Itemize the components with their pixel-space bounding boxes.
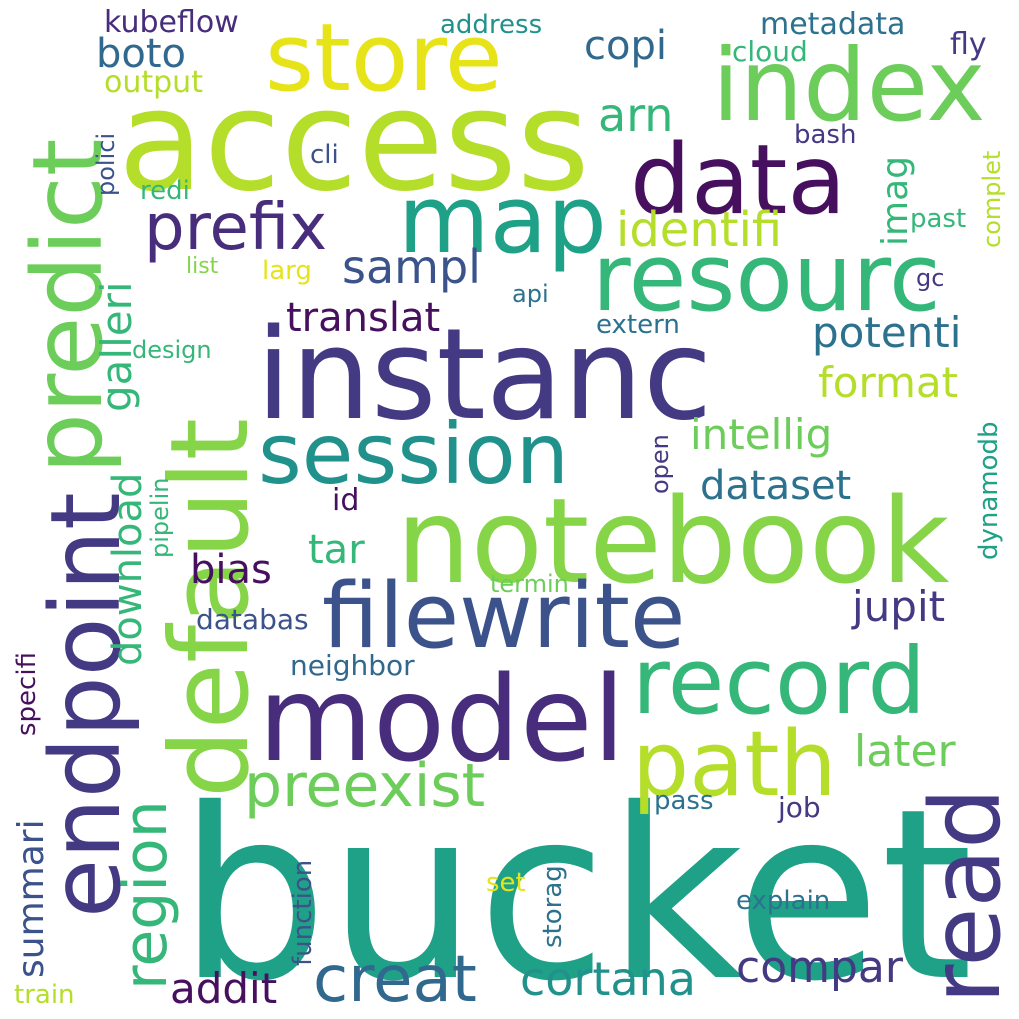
word-neighbor: neighbor xyxy=(290,649,415,682)
word-store: store xyxy=(265,4,503,113)
word-bias: bias xyxy=(190,547,272,593)
word-bash: bash xyxy=(794,120,857,150)
word-creat: creat xyxy=(313,943,477,1017)
word-cortana: cortana xyxy=(520,952,696,1006)
word-pipelin: pipelin xyxy=(146,477,174,558)
word-function: function xyxy=(288,859,318,966)
word-boto: boto xyxy=(96,31,187,77)
word-sampl: sampl xyxy=(342,240,481,294)
word-instanc: instanc xyxy=(256,301,713,448)
word-job: job xyxy=(778,791,821,824)
word-redi: redi xyxy=(140,176,190,206)
word-translat: translat xyxy=(286,295,441,341)
word-summari: summari xyxy=(11,819,52,978)
word-model: model xyxy=(258,650,626,788)
word-potenti: potenti xyxy=(812,308,962,357)
word-copi: copi xyxy=(584,23,667,69)
word-data: data xyxy=(630,124,847,236)
word-record: record xyxy=(632,628,926,735)
word-fly: fly xyxy=(950,27,987,62)
word-read: read xyxy=(910,787,1019,1004)
word-addit: addit xyxy=(170,964,278,1013)
word-resourc: resourc xyxy=(592,224,941,333)
word-preexist: preexist xyxy=(244,751,486,821)
word-kubeflow: kubeflow xyxy=(104,5,239,40)
word-design: design xyxy=(132,336,212,364)
word-set: set xyxy=(486,868,526,898)
word-cli: cli xyxy=(310,140,339,170)
word-later: later xyxy=(854,726,956,777)
word-intellig: intellig xyxy=(690,410,833,459)
word-specifi: specifi xyxy=(12,652,42,736)
word-map: map xyxy=(398,166,607,275)
word-bucket: bucket xyxy=(178,758,974,1019)
word-notebook: notebook xyxy=(396,472,950,610)
word-past: past xyxy=(910,204,967,234)
word-arn: arn xyxy=(598,88,674,142)
word-prefix: prefix xyxy=(144,191,328,265)
word-index: index xyxy=(712,27,986,144)
word-polici: polici xyxy=(92,132,120,196)
word-path: path xyxy=(632,712,837,817)
word-databas: databas xyxy=(196,603,309,636)
word-compar: compar xyxy=(736,942,903,993)
word-jupit: jupit xyxy=(852,582,946,631)
word-access: access xyxy=(118,60,590,223)
word-dataset: dataset xyxy=(700,463,852,509)
word-cloud: cloud xyxy=(732,35,808,68)
word-storag: storag xyxy=(538,865,568,948)
word-extern: extern xyxy=(596,310,680,340)
word-list: list xyxy=(186,254,219,279)
word-download: download xyxy=(105,472,151,666)
word-explain: explain xyxy=(736,886,831,916)
word-format: format xyxy=(818,358,959,407)
word-api: api xyxy=(512,280,549,308)
word-dynamodb: dynamodb xyxy=(974,421,1004,560)
word-id: id xyxy=(332,483,360,518)
word-train: train xyxy=(14,980,75,1010)
word-complet: complet xyxy=(978,150,1006,248)
word-region: region xyxy=(111,800,181,990)
word-imag: imag xyxy=(875,156,916,246)
word-tar: tar xyxy=(308,527,365,573)
word-identifi: identifi xyxy=(616,202,783,258)
word-filewrite: filewrite xyxy=(322,564,686,669)
word-metadata: metadata xyxy=(760,7,906,42)
word-termin: termin xyxy=(490,570,569,598)
word-address: address xyxy=(440,10,543,40)
word-larg: larg xyxy=(262,256,312,286)
word-pass: pass xyxy=(654,786,714,816)
word-session: session xyxy=(258,405,569,503)
word-gc: gc xyxy=(916,264,945,292)
word-output: output xyxy=(104,65,203,100)
word-open: open xyxy=(646,434,674,494)
